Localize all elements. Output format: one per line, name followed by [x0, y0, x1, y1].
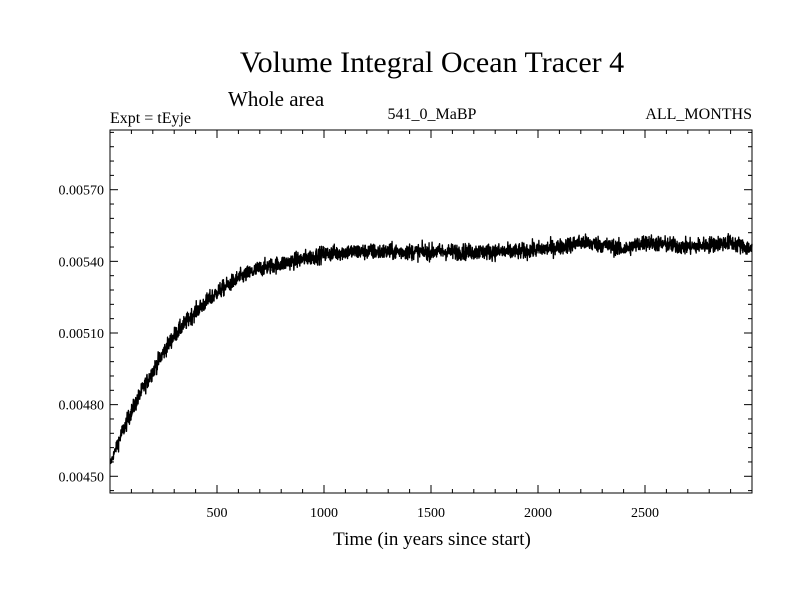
x-tick-label: 500 [207, 506, 228, 521]
x-tick-label: 1500 [417, 506, 445, 521]
series-line [109, 232, 753, 465]
x-axis-label: Time (in years since start) [333, 529, 531, 550]
ticks-layer: 500 1000 1500 2000 2500 0.00450 0.00480 0.00510… [59, 130, 752, 521]
x-tick-label: 1000 [310, 506, 338, 521]
series-layer [109, 232, 753, 465]
plot-frame [109, 129, 753, 494]
x-tick-label: 2500 [631, 506, 659, 521]
y-tick-label: 0.00570 [59, 184, 105, 199]
chart-title: Volume Integral Ocean Tracer 4 [240, 46, 624, 79]
y-tick-label: 0.00450 [59, 470, 105, 485]
x-tick-label: 2000 [524, 506, 552, 521]
y-tick-label: 0.00510 [59, 327, 105, 342]
run-label: 541_0_MaBP [388, 106, 477, 123]
chart-subtitle: Whole area [228, 87, 325, 111]
experiment-label: Expt = tEyje [110, 110, 191, 127]
y-tick-label: 0.00540 [59, 255, 105, 270]
months-label: ALL_MONTHS [645, 106, 752, 123]
y-tick-label: 0.00480 [59, 399, 105, 414]
